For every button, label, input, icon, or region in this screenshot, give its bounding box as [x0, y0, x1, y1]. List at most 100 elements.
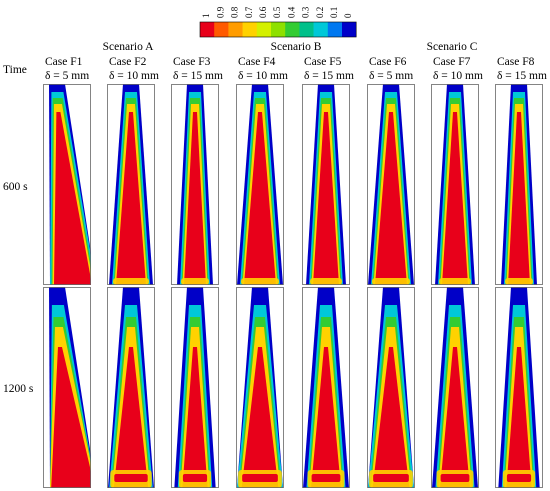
panel-frame — [107, 84, 155, 285]
colorbar-cell-3 — [242, 22, 258, 37]
plume-base-core — [114, 474, 148, 482]
panel-frame — [367, 287, 415, 488]
panel-case-1-row-2 — [43, 287, 91, 488]
plume-layer-4 — [113, 347, 149, 488]
plume-layer-4 — [375, 112, 407, 285]
panel-frame — [302, 287, 350, 488]
plume-layer-4 — [244, 112, 276, 285]
case-name-3: Case F3 — [173, 56, 211, 68]
plume-base-core — [311, 474, 341, 482]
case-delta-3: δ = 15 mm — [173, 70, 223, 82]
colorbar-cell-1 — [214, 22, 229, 37]
panel-frame — [171, 287, 219, 488]
time-header: Time — [3, 64, 27, 76]
plume-base — [241, 278, 279, 285]
panel-case-6-row-2 — [367, 287, 415, 488]
plume-base-core — [373, 474, 409, 482]
panel-frame — [43, 287, 91, 488]
case-delta-6: δ = 5 mm — [369, 70, 414, 82]
panel-frame — [107, 287, 155, 488]
colorbar-frame — [199, 21, 357, 38]
plume-base — [372, 278, 410, 285]
panel-frame — [302, 84, 350, 285]
plume-base — [505, 278, 533, 285]
panel-case-2-row-1 — [107, 84, 155, 285]
colorbar-label-0: 1 — [201, 14, 211, 19]
case-delta-8: δ = 15 mm — [497, 70, 547, 82]
case-name-4: Case F4 — [238, 56, 276, 68]
colorbar-cell-6 — [285, 22, 300, 37]
colorbar: 1 0.9 0.8 0.7 0.6 0.5 0.4 0.3 0.2 0.1 0 — [199, 6, 357, 38]
plume-layer-4 — [440, 347, 470, 488]
plume-layer-4 — [54, 112, 91, 285]
plume-layer-4 — [51, 347, 91, 488]
panel-case-4-row-2 — [236, 287, 284, 488]
panel-case-7-row-2 — [431, 287, 479, 488]
panel-case-8-row-2 — [495, 287, 543, 488]
colorbar-label-2: 0.8 — [230, 6, 240, 18]
plume-layer-4 — [508, 112, 530, 285]
plume-base-core — [242, 474, 278, 482]
panel-case-5-row-1 — [302, 84, 350, 285]
plume-base-core — [440, 474, 470, 482]
case-delta-1: δ = 5 mm — [45, 70, 90, 82]
panel-frame — [171, 84, 219, 285]
plume-layer-4 — [184, 112, 206, 285]
plume-base-core — [506, 474, 532, 482]
case-name-1: Case F1 — [45, 56, 83, 68]
plume-layer-4 — [372, 347, 410, 488]
case-name-8: Case F8 — [497, 56, 535, 68]
plume-base — [113, 278, 149, 285]
panel-frame — [495, 84, 543, 285]
colorbar-cell-0 — [200, 22, 215, 37]
plume-base — [310, 278, 342, 285]
panel-case-5-row-2 — [302, 287, 350, 488]
colorbar-cell-8 — [313, 22, 329, 37]
colorbar-label-10: 0 — [343, 13, 353, 18]
panel-frame — [431, 84, 479, 285]
plume-base-core — [182, 474, 208, 482]
plume-base — [181, 278, 209, 285]
plume-base — [439, 278, 471, 285]
colorbar-label-7: 0.3 — [301, 6, 311, 18]
plume-layer-4 — [506, 347, 532, 488]
panel-case-3-row-1 — [171, 84, 219, 285]
panel-case-4-row-1 — [236, 84, 284, 285]
plume-layer-4 — [311, 347, 341, 488]
colorbar-label-8: 0.2 — [315, 7, 325, 18]
case-name-2: Case F2 — [109, 56, 147, 68]
colorbar-label-5: 0.5 — [272, 6, 282, 18]
scenario-c-label: Scenario C — [426, 41, 478, 53]
case-name-7: Case F7 — [433, 56, 471, 68]
panel-case-1-row-1 — [43, 84, 91, 285]
panel-case-2-row-2 — [107, 287, 155, 488]
colorbar-cell-10 — [342, 22, 357, 37]
colorbar-label-6: 0.4 — [286, 6, 296, 18]
plume-layer-4 — [182, 347, 208, 488]
case-delta-5: δ = 15 mm — [304, 70, 354, 82]
colorbar-label-4: 0.6 — [258, 6, 268, 18]
colorbar-cell-4 — [256, 22, 272, 37]
panel-case-8-row-1 — [495, 84, 543, 285]
colorbar-labels: 1 0.9 0.8 0.7 0.6 0.5 0.4 0.3 0.2 0.1 0 — [201, 6, 353, 18]
panel-frame — [431, 287, 479, 488]
colorbar-cell-9 — [327, 22, 343, 37]
colorbar-cells — [199, 21, 357, 38]
plume-layer-4 — [313, 112, 339, 285]
plume-layer-4 — [116, 112, 146, 285]
panel-frame — [236, 84, 284, 285]
panel-case-3-row-2 — [171, 287, 219, 488]
plume-layer-4 — [442, 112, 468, 285]
panel-frame — [367, 84, 415, 285]
colorbar-cell-7 — [299, 22, 314, 37]
scenario-a-label: Scenario A — [102, 41, 154, 53]
case-delta-4: δ = 10 mm — [238, 70, 288, 82]
panel-frame — [495, 287, 543, 488]
case-name-5: Case F5 — [304, 56, 342, 68]
colorbar-label-1: 0.9 — [215, 6, 225, 18]
plume-layer-4 — [241, 347, 279, 488]
panel-case-7-row-1 — [431, 84, 479, 285]
panel-case-6-row-1 — [367, 84, 415, 285]
row-label-600s: 600 s — [3, 181, 28, 193]
case-name-6: Case F6 — [369, 56, 407, 68]
